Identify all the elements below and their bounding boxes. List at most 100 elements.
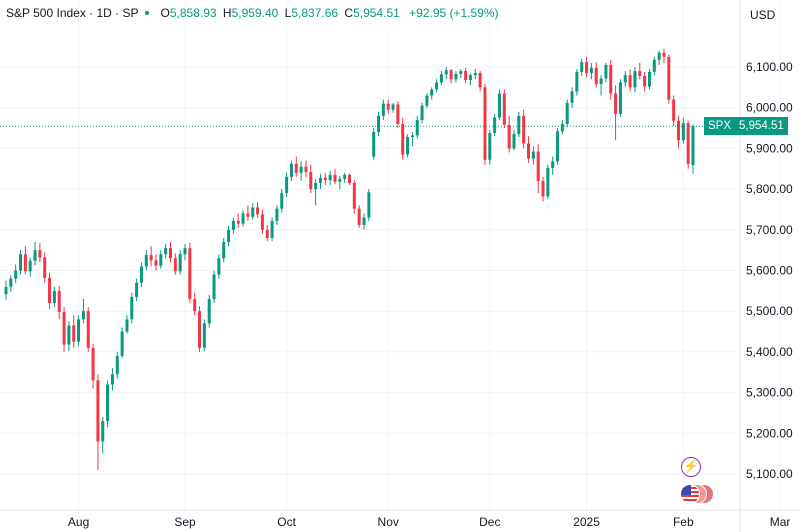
candle-body <box>536 151 540 181</box>
candle-body <box>623 75 627 83</box>
candle-body <box>517 115 521 135</box>
candle-body <box>285 176 289 194</box>
candle-body <box>362 217 366 225</box>
y-tick-label: 5,300.00 <box>746 386 793 400</box>
candle-body <box>144 255 148 267</box>
candle-body <box>323 177 327 181</box>
close-value: 5,954.51 <box>353 6 400 20</box>
candle-body <box>454 73 458 80</box>
candle-body <box>110 374 114 385</box>
candle-body <box>164 248 168 255</box>
candle-body <box>415 119 419 136</box>
candle-body <box>270 220 274 238</box>
candle-body <box>464 71 468 81</box>
candle-body <box>289 163 293 177</box>
candle-body <box>560 123 564 132</box>
candle-body <box>681 123 685 141</box>
candle-body <box>551 161 555 168</box>
y-tick-label: 5,500.00 <box>746 304 793 318</box>
candle-body <box>497 93 501 118</box>
candle-body <box>115 355 119 375</box>
candle-body <box>33 250 37 261</box>
candle-body <box>168 248 172 259</box>
candle-body <box>599 78 603 85</box>
currency-label[interactable]: USD <box>750 8 776 22</box>
candle-body <box>72 325 76 342</box>
candle-body <box>628 75 632 88</box>
candle-body <box>459 71 463 74</box>
x-tick-label: Nov <box>378 515 399 529</box>
candle-body <box>207 298 211 324</box>
candle-body <box>589 67 593 74</box>
candle-body <box>352 182 356 209</box>
last-price-badge: SPX 5,954.51 <box>704 117 788 136</box>
candle-body <box>531 151 535 159</box>
x-tick-label: Oct <box>277 515 296 529</box>
candle-body <box>357 208 361 225</box>
x-tick-label: Aug <box>68 515 89 529</box>
candle-body <box>130 296 134 320</box>
time-axis[interactable]: Aug Sep Oct Nov Dec 2025 Feb Mar <box>68 515 791 529</box>
candle-body <box>96 380 100 442</box>
candle-body <box>444 70 448 75</box>
candle-body <box>159 254 163 266</box>
candle-body <box>667 56 671 100</box>
candle-body <box>318 177 322 183</box>
y-tick-label: 5,700.00 <box>746 223 793 237</box>
candle-body <box>686 123 690 164</box>
high-value: 5,959.40 <box>231 6 279 20</box>
candle-body <box>381 103 385 116</box>
change-value: +92.95 (+1.59%) <box>409 6 499 20</box>
candle-body <box>193 298 197 312</box>
flash-icon[interactable]: ⚡ <box>681 457 701 477</box>
y-tick-label: 5,900.00 <box>746 141 793 155</box>
candle-body <box>372 132 376 157</box>
candle-body <box>657 52 661 60</box>
candle-body <box>188 248 192 299</box>
candle-body <box>391 104 395 110</box>
candle-body <box>328 174 332 181</box>
candle-body <box>4 286 8 295</box>
price-axis[interactable]: 6,100.00 6,000.00 5,900.00 5,800.00 5,700.00… <box>746 60 793 481</box>
candle-body <box>43 257 47 278</box>
us-flag-icon <box>680 484 700 504</box>
candle-body <box>493 117 497 133</box>
y-tick-label: 5,800.00 <box>746 182 793 196</box>
close-label: C <box>344 6 354 20</box>
candle-body <box>48 277 52 304</box>
country-flags-icon[interactable] <box>680 484 716 506</box>
candle-body <box>449 70 453 80</box>
candle-body <box>343 174 347 179</box>
candle-body <box>507 124 511 149</box>
candle-body <box>251 207 255 217</box>
candle-body <box>580 62 584 72</box>
candle-body <box>260 214 264 230</box>
candle-body <box>14 270 18 279</box>
low-label: L <box>284 6 292 20</box>
candle-body <box>280 193 284 209</box>
y-tick-label: 6,000.00 <box>746 101 793 115</box>
candle-body <box>647 71 651 87</box>
candle-body <box>618 82 622 114</box>
candle-body <box>609 64 613 94</box>
candle-body <box>309 172 313 190</box>
candle-body <box>386 103 390 110</box>
symbol-title[interactable]: S&P 500 Index · 1D · SP <box>6 6 139 20</box>
candle-body <box>430 89 434 96</box>
badge-symbol: SPX <box>708 120 732 133</box>
candle-body <box>594 67 598 85</box>
candle-body <box>256 207 260 215</box>
candle-body <box>101 421 105 442</box>
candle-body <box>120 331 124 356</box>
candle-body <box>314 182 318 190</box>
candle-body <box>246 213 250 217</box>
candle-body <box>227 229 231 243</box>
candle-body <box>377 115 381 133</box>
candles <box>4 48 695 470</box>
x-tick-label: Sep <box>174 515 196 529</box>
candle-body <box>23 254 27 272</box>
candle-body <box>198 311 202 348</box>
open-label: O <box>160 6 170 20</box>
candle-body <box>541 180 545 197</box>
